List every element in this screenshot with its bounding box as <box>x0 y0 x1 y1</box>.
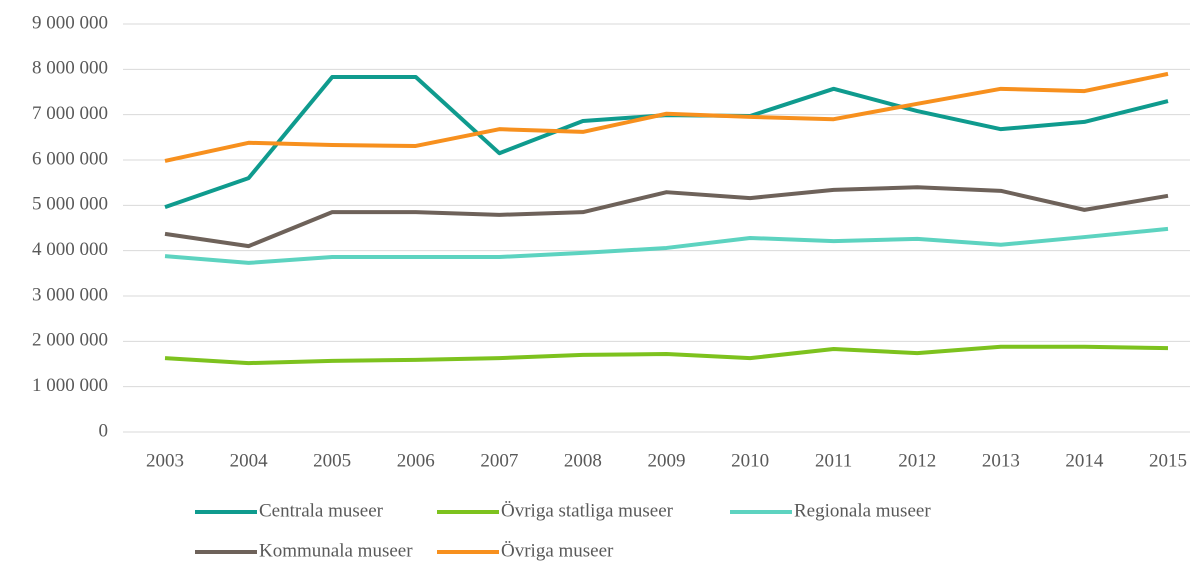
x-tick-label: 2010 <box>731 450 769 471</box>
x-tick-label: 2007 <box>480 450 518 471</box>
x-tick-label: 2004 <box>230 450 269 471</box>
data-line <box>164 344 1169 366</box>
x-tick-label: 2014 <box>1065 450 1104 471</box>
y-tick-label: 3 000 000 <box>32 284 108 305</box>
legend-label: Kommunala museer <box>259 540 413 561</box>
y-tick-label: 2 000 000 <box>32 330 108 351</box>
data-line <box>164 185 1169 249</box>
legend-label: Övriga museer <box>501 540 614 561</box>
data-line <box>164 75 1169 210</box>
y-tick-label: 6 000 000 <box>32 148 108 169</box>
x-tick-label: 2009 <box>648 450 686 471</box>
y-tick-label: 0 <box>99 420 109 441</box>
x-tick-label: 2006 <box>397 450 435 471</box>
x-tick-label: 2012 <box>898 450 936 471</box>
data-line <box>164 226 1169 265</box>
y-tick-label: 7 000 000 <box>32 103 108 124</box>
y-tick-label: 9 000 000 <box>32 12 108 33</box>
legend-label: Centrala museer <box>259 500 384 521</box>
data-line <box>164 71 1169 163</box>
y-tick-label: 1 000 000 <box>32 375 108 396</box>
x-tick-label: 2008 <box>564 450 602 471</box>
y-tick-label: 8 000 000 <box>32 58 108 79</box>
x-tick-label: 2003 <box>146 450 184 471</box>
x-tick-label: 2013 <box>982 450 1020 471</box>
legend-label: Regionala museer <box>794 500 931 521</box>
x-tick-label: 2015 <box>1149 450 1187 471</box>
x-tick-label: 2011 <box>815 450 852 471</box>
y-tick-label: 5 000 000 <box>32 194 108 215</box>
legend-label: Övriga statliga museer <box>501 500 674 521</box>
y-tick-label: 4 000 000 <box>32 239 108 260</box>
x-tick-label: 2005 <box>313 450 351 471</box>
